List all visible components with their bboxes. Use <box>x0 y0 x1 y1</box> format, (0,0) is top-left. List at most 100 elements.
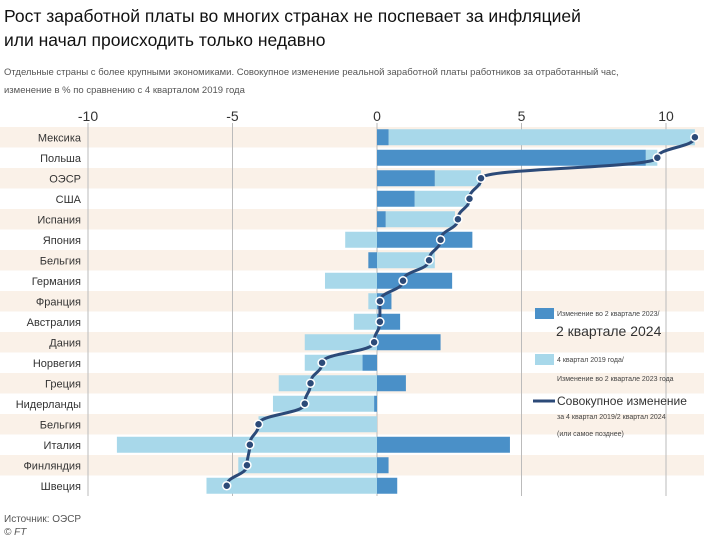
bar-light <box>304 354 363 371</box>
bar-dark <box>377 149 646 166</box>
bar-dark <box>377 457 389 474</box>
bar-dark <box>377 477 398 494</box>
cumulative-point <box>375 317 385 327</box>
bar-dark <box>377 375 406 392</box>
x-tick-label: -5 <box>226 108 239 124</box>
category-label: Германия <box>32 276 81 288</box>
category-label: Швеция <box>41 481 81 493</box>
cumulative-point <box>453 214 463 224</box>
cumulative-point <box>690 132 700 142</box>
bar-light <box>272 395 375 412</box>
legend: Изменение во 2 квартале 2023/ 2 квартале… <box>533 308 687 438</box>
category-label: Испания <box>37 214 81 226</box>
chart-subtitle-line1: Отдельные страны с более крупными эконом… <box>4 67 619 78</box>
bar-light <box>278 375 377 392</box>
cumulative-point <box>221 481 232 491</box>
cumulative-point <box>245 440 255 450</box>
bar-dark <box>377 231 473 248</box>
bar-light <box>238 457 377 474</box>
bar-light <box>434 170 482 187</box>
bar-dark <box>377 211 386 228</box>
category-label: США <box>56 194 82 206</box>
cumulative-point <box>435 235 446 245</box>
category-label: Дания <box>49 337 81 349</box>
category-label: Финляндия <box>23 460 81 472</box>
bar-light <box>645 149 658 166</box>
row-band <box>0 209 704 230</box>
x-tick-label: 10 <box>658 108 674 124</box>
copyright: © FT <box>4 527 27 538</box>
bar-light <box>388 129 695 146</box>
legend-line-label-3: (или самое позднее) <box>557 431 624 438</box>
bar-light <box>345 231 377 248</box>
cumulative-point <box>424 255 434 265</box>
category-label: Франция <box>36 296 81 308</box>
category-label: Бельгия <box>40 255 81 267</box>
bar-light <box>414 190 470 207</box>
x-axis-ticks: -10 -5 0 5 10 <box>78 108 674 124</box>
cumulative-point <box>369 337 379 347</box>
cumulative-point <box>476 173 486 183</box>
bar-light <box>385 211 456 228</box>
bar-light <box>368 293 377 310</box>
bar-dark <box>377 170 435 187</box>
category-label: Италия <box>44 440 82 452</box>
cumulative-point <box>317 358 327 368</box>
legend-line-label-2: за 4 квартал 2019/2 квартал 2024 <box>557 414 666 421</box>
bar-dark <box>377 313 401 330</box>
category-label: Австралия <box>27 317 81 329</box>
category-label: Норвегия <box>33 358 81 370</box>
cumulative-point <box>375 296 385 306</box>
legend-dark-label-2: 2 квартале 2024 <box>556 323 662 339</box>
bar-light <box>206 477 377 494</box>
bar-dark <box>377 272 453 289</box>
category-label: Мексика <box>38 132 82 144</box>
bar-dark <box>377 436 510 453</box>
chart-subtitle: Отдельные страны с более крупными эконом… <box>4 64 704 100</box>
legend-dark-label-1: Изменение во 2 квартале 2023/ <box>557 311 659 318</box>
legend-light-swatch <box>535 354 554 365</box>
legend-light-label-2: Изменение во 2 квартале 2023 года <box>557 376 674 383</box>
bar-dark <box>374 395 377 412</box>
legend-dark-swatch <box>535 308 554 319</box>
cumulative-point <box>305 378 316 388</box>
cumulative-point <box>300 399 310 409</box>
bar-dark <box>362 354 377 371</box>
category-label: ОЭСР <box>49 173 81 185</box>
bar-light <box>353 313 377 330</box>
bar-dark <box>377 190 415 207</box>
bar-dark <box>377 129 389 146</box>
row-band <box>0 291 704 312</box>
row-band <box>0 168 704 189</box>
category-label: Польша <box>40 153 82 165</box>
cumulative-point <box>242 460 252 470</box>
row-band <box>0 250 704 271</box>
x-tick-label: -10 <box>78 108 98 124</box>
chart-title-line2: или начал происходить только недавно <box>4 30 326 50</box>
legend-light-label-1: 4 квартал 2019 года/ <box>557 357 624 364</box>
chart-subtitle-line2: изменение в % по сравнению с 4 кварталом… <box>4 85 245 96</box>
x-tick-label: 0 <box>373 108 381 124</box>
cumulative-point <box>253 419 264 429</box>
chart-title-line1: Рост заработной платы во многих странах … <box>4 6 581 26</box>
bar-light <box>304 334 377 351</box>
cumulative-point <box>398 276 408 286</box>
category-labels: Мексика Польша ОЭСР США Испания Япония Бельгия… <box>16 132 82 493</box>
cumulative-line <box>221 132 700 491</box>
bars <box>116 129 695 494</box>
category-label: Нидерланды <box>16 399 81 411</box>
bar-dark <box>368 252 377 269</box>
cumulative-point <box>464 194 475 204</box>
category-label: Япония <box>43 235 81 247</box>
legend-line-label-1: Совокупное изменение <box>557 394 687 408</box>
bar-light <box>377 252 435 269</box>
bar-dark <box>377 334 441 351</box>
bar-light <box>258 416 377 433</box>
source-note: Источник: ОЭСР <box>4 514 82 525</box>
category-label: Греция <box>45 378 81 390</box>
cumulative-point <box>652 153 663 163</box>
chart-title: Рост заработной платы во многих странах … <box>4 4 704 52</box>
bar-light <box>324 272 377 289</box>
category-label: Бельгия <box>40 419 81 431</box>
